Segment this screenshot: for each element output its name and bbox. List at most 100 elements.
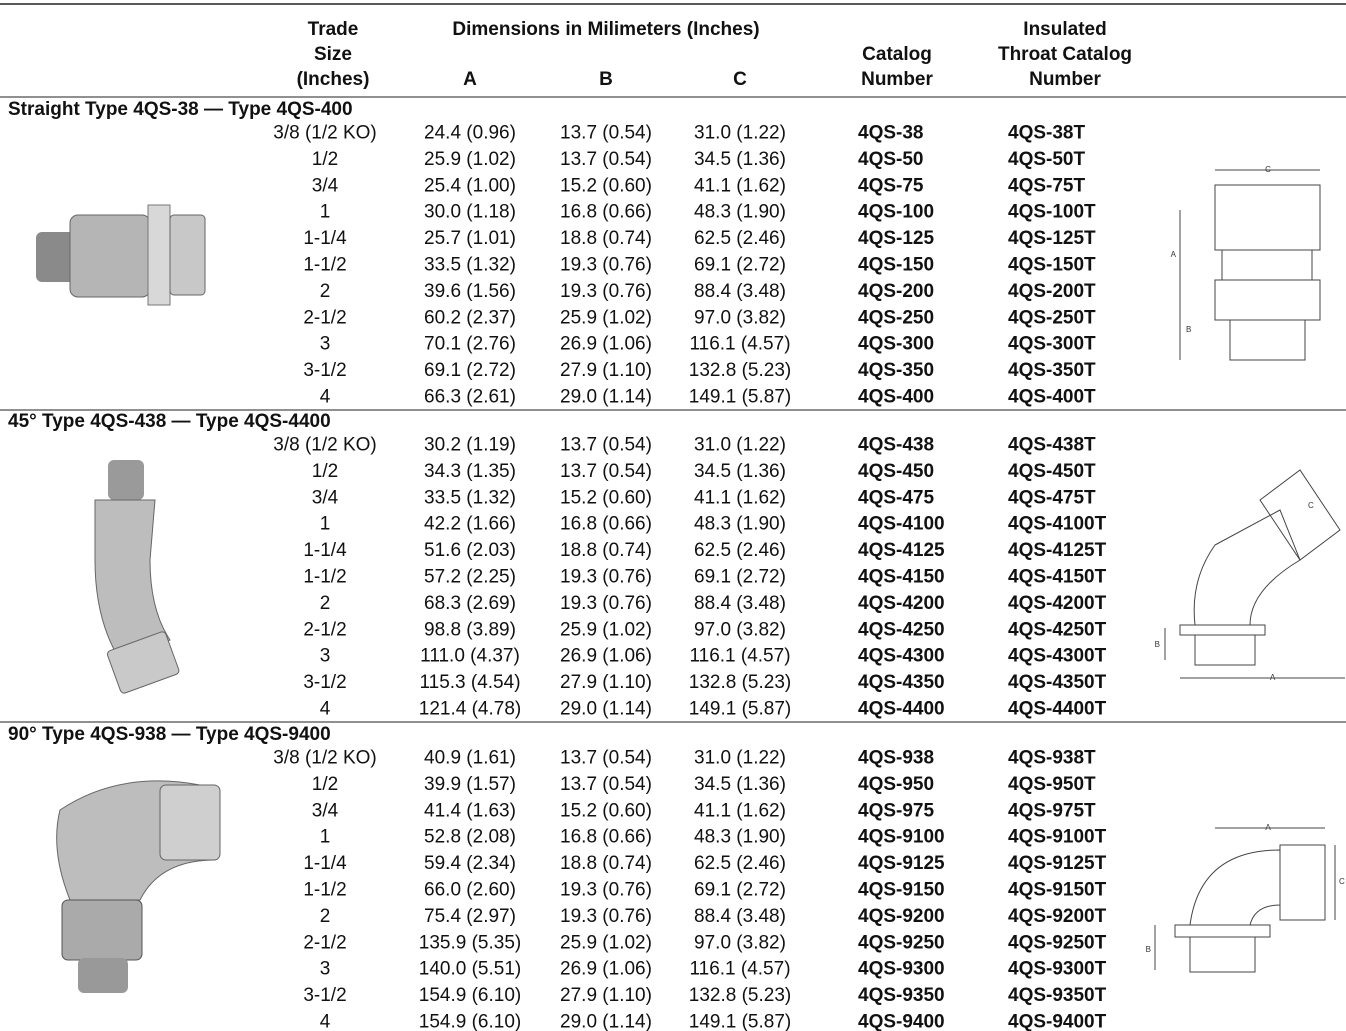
- trade-size: 2: [320, 906, 331, 927]
- dim-a: 33.5 (1.32): [424, 255, 516, 276]
- trade-size: 1: [320, 827, 331, 848]
- dim-c: 34.5 (1.36): [694, 774, 786, 795]
- dim-c: 69.1 (2.72): [694, 567, 786, 588]
- diagram-label: B: [1186, 325, 1191, 334]
- section-title: 90° Type 4QS-938 — Type 4QS-9400: [8, 724, 331, 745]
- insulated-number: 4QS-9250T: [1008, 932, 1107, 953]
- catalog-number: 4QS-475: [858, 487, 934, 508]
- insulated-number: 4QS-450T: [1008, 461, 1096, 482]
- dim-c: 41.1 (1.62): [694, 175, 786, 196]
- trade-size: 3/8 (1/2 KO): [273, 435, 377, 456]
- insulated-number: 4QS-4200T: [1008, 593, 1107, 614]
- dim-b: 29.0 (1.14): [560, 387, 652, 408]
- dim-a: 42.2 (1.66): [424, 514, 516, 535]
- trade-size: 4: [320, 387, 331, 408]
- dim-c: 132.8 (5.23): [689, 985, 791, 1006]
- catalog-number: 4QS-50: [858, 149, 923, 170]
- trade-size: 1-1/2: [303, 255, 346, 276]
- header: Catalog: [862, 44, 932, 65]
- dim-b: 16.8 (0.66): [560, 827, 652, 848]
- dim-a: 60.2 (2.37): [424, 307, 516, 328]
- header: (Inches): [297, 69, 370, 90]
- trade-size: 2: [320, 593, 331, 614]
- catalog-number: 4QS-9250: [858, 932, 945, 953]
- header: Number: [861, 69, 933, 90]
- trade-size: 1-1/2: [303, 880, 346, 901]
- dim-a: 39.6 (1.56): [424, 281, 516, 302]
- insulated-number: 4QS-400T: [1008, 387, 1096, 408]
- dim-a: 115.3 (4.54): [419, 672, 520, 693]
- insulated-number: 4QS-300T: [1008, 334, 1096, 355]
- diagram-90: A C B: [1146, 823, 1345, 973]
- dim-c: 132.8 (5.23): [689, 672, 791, 693]
- trade-size: 2-1/2: [303, 932, 346, 953]
- dim-c: 48.3 (1.90): [694, 827, 786, 848]
- trade-size: 3-1/2: [303, 672, 346, 693]
- catalog-number: 4QS-200: [858, 281, 934, 302]
- trade-size: 1/2: [312, 149, 338, 170]
- insulated-number: 4QS-975T: [1008, 800, 1096, 821]
- dim-a: 68.3 (2.69): [424, 593, 516, 614]
- catalog-number: 4QS-4250: [858, 619, 945, 640]
- dim-a: 66.3 (2.61): [424, 387, 516, 408]
- section-title: 45° Type 4QS-438 — Type 4QS-4400: [8, 411, 331, 432]
- diagram-label: B: [1155, 640, 1160, 649]
- catalog-number: 4QS-400: [858, 387, 934, 408]
- trade-size: 4: [320, 699, 331, 720]
- trade-size: 1-1/2: [303, 567, 346, 588]
- diagram-label: A: [1171, 250, 1177, 259]
- dim-a: 24.4 (0.96): [424, 123, 516, 144]
- insulated-number: 4QS-9350T: [1008, 985, 1107, 1006]
- dim-c: 116.1 (4.57): [689, 646, 790, 667]
- dim-a: 59.4 (2.34): [424, 853, 516, 874]
- dim-c: 48.3 (1.90): [694, 514, 786, 535]
- catalog-number: 4QS-438: [858, 435, 934, 456]
- insulated-number: 4QS-350T: [1008, 360, 1096, 381]
- insulated-number: 4QS-4400T: [1008, 699, 1107, 720]
- dim-b: 29.0 (1.14): [560, 699, 652, 720]
- dim-b: 26.9 (1.06): [560, 959, 652, 980]
- dim-a: 98.8 (3.89): [424, 619, 516, 640]
- insulated-number: 4QS-4350T: [1008, 672, 1107, 693]
- dim-a: 30.2 (1.19): [424, 435, 516, 456]
- insulated-number: 4QS-9400T: [1008, 1012, 1107, 1031]
- catalog-number: 4QS-9300: [858, 959, 945, 980]
- catalog-number: 4QS-4100: [858, 514, 945, 535]
- photo-straight: [36, 204, 206, 306]
- trade-size: 3/4: [312, 487, 339, 508]
- catalog-number: 4QS-950: [858, 774, 934, 795]
- dim-b: 15.2 (0.60): [560, 800, 652, 821]
- header: Insulated: [1023, 19, 1106, 40]
- trade-size: 3/8 (1/2 KO): [273, 748, 377, 769]
- insulated-number: 4QS-9300T: [1008, 959, 1107, 980]
- dim-c: 116.1 (4.57): [689, 334, 790, 355]
- catalog-number: 4QS-4400: [858, 699, 945, 720]
- trade-size: 2: [320, 281, 331, 302]
- dim-b: 19.3 (0.76): [560, 906, 652, 927]
- insulated-number: 4QS-50T: [1008, 149, 1085, 170]
- dim-b: 13.7 (0.54): [560, 774, 652, 795]
- dim-a: 75.4 (2.97): [424, 906, 516, 927]
- dim-b: 16.8 (0.66): [560, 202, 652, 223]
- catalog-number: 4QS-9400: [858, 1012, 945, 1031]
- dim-a: 34.3 (1.35): [424, 461, 516, 482]
- insulated-number: 4QS-4100T: [1008, 514, 1107, 535]
- dim-b: 27.9 (1.10): [560, 985, 652, 1006]
- catalog-number: 4QS-938: [858, 748, 934, 769]
- trade-size: 3: [320, 646, 331, 667]
- catalog-number: 4QS-350: [858, 360, 934, 381]
- dim-a: 135.9 (5.35): [419, 932, 521, 953]
- diagram-straight: C A B: [1171, 165, 1321, 361]
- insulated-number: 4QS-4125T: [1008, 540, 1107, 561]
- dim-c: 31.0 (1.22): [694, 748, 786, 769]
- insulated-number: 4QS-475T: [1008, 487, 1096, 508]
- diagram-45: C B A: [1155, 469, 1345, 682]
- dim-b: 25.9 (1.02): [560, 932, 652, 953]
- dim-c: 48.3 (1.90): [694, 202, 786, 223]
- dim-c: 41.1 (1.62): [694, 800, 786, 821]
- insulated-number: 4QS-200T: [1008, 281, 1096, 302]
- dim-a: 111.0 (4.37): [420, 646, 520, 667]
- catalog-number: 4QS-75: [858, 175, 924, 196]
- insulated-number: 4QS-4250T: [1008, 619, 1107, 640]
- insulated-number: 4QS-9125T: [1008, 853, 1107, 874]
